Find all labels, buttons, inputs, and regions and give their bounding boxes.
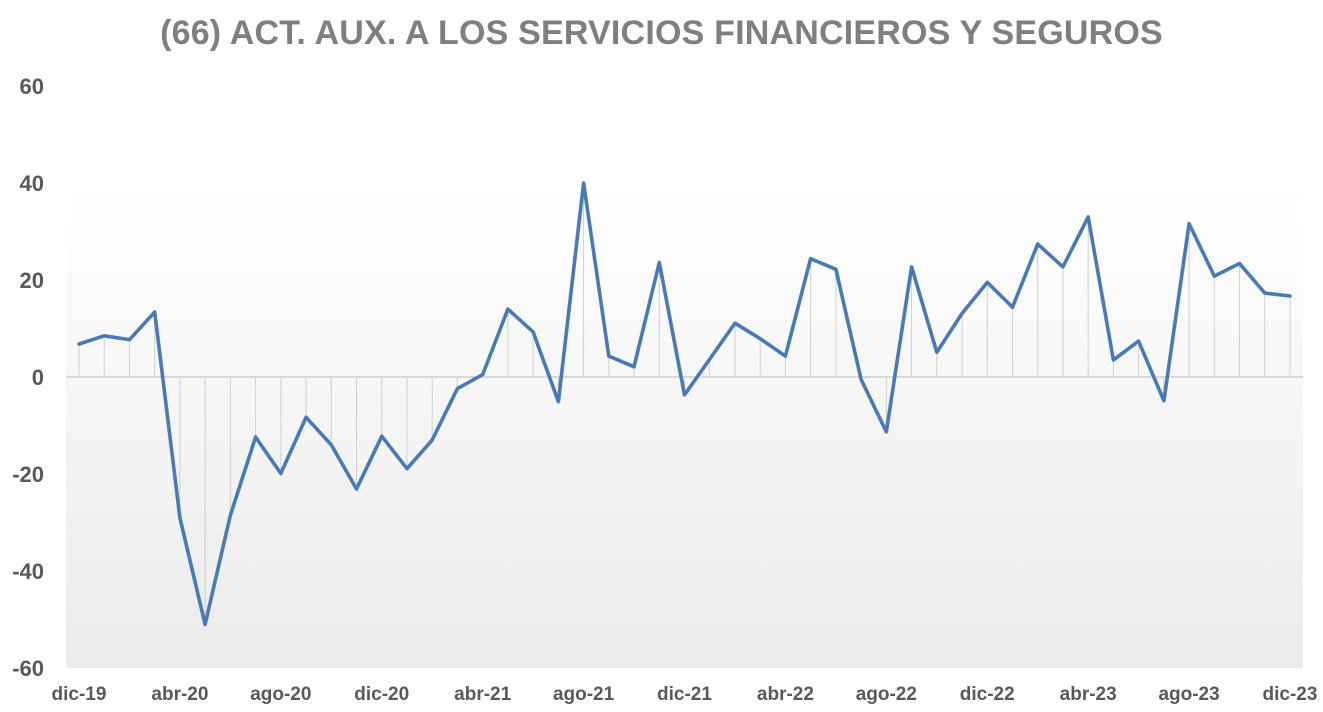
x-tick-label: ago-20 <box>250 684 311 705</box>
y-tick-label: -40 <box>12 559 44 584</box>
x-tick-label: dic-21 <box>657 684 712 705</box>
y-tick-label: -60 <box>12 656 44 681</box>
y-tick-label: 20 <box>20 268 44 293</box>
x-tick-label: abr-20 <box>151 684 208 705</box>
plot-area <box>66 184 1303 668</box>
y-axis: 60 40 20 0 -20 -40 -60 <box>12 74 44 681</box>
chart-title: (66) ACT. AUX. A LOS SERVICIOS FINANCIER… <box>160 14 1163 52</box>
x-tick-label: dic-22 <box>960 684 1015 705</box>
y-tick-label: 0 <box>32 365 44 390</box>
y-tick-label: 60 <box>20 74 44 99</box>
x-tick-label: abr-23 <box>1060 684 1117 705</box>
x-axis: dic-19 abr-20 ago-20 dic-20 abr-21 ago-21 dic-… <box>52 684 1318 705</box>
x-tick-label: abr-21 <box>454 684 511 705</box>
x-tick-label: dic-20 <box>354 684 409 705</box>
y-tick-label: -20 <box>12 462 44 487</box>
x-tick-label: ago-23 <box>1158 684 1219 705</box>
y-tick-label: 40 <box>20 171 44 196</box>
series-line <box>77 181 1292 627</box>
x-tick-label: ago-21 <box>553 684 615 705</box>
x-tick-label: dic-23 <box>1263 684 1318 705</box>
x-tick-label: ago-22 <box>856 684 917 705</box>
x-tick-label: abr-22 <box>757 684 814 705</box>
x-tick-label: dic-19 <box>52 684 107 705</box>
